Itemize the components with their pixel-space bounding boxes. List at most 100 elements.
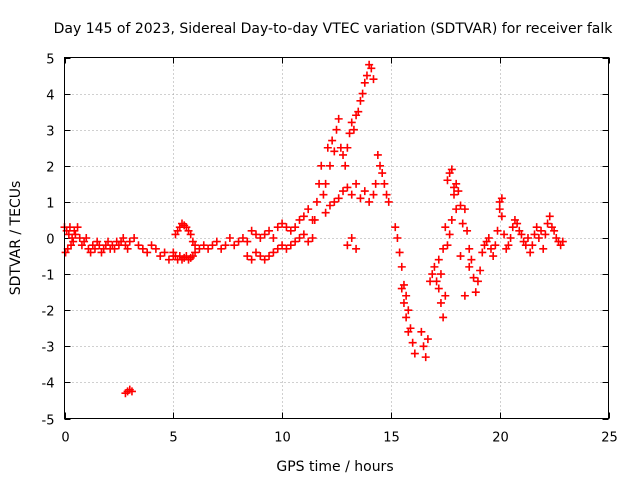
data-point — [402, 313, 411, 322]
y-tick-label: 2 — [46, 161, 54, 176]
data-point — [334, 194, 343, 203]
data-point — [517, 230, 526, 239]
data-point — [123, 244, 132, 253]
data-point — [558, 237, 567, 246]
data-point — [341, 161, 350, 170]
y-axis-label: SDTVAR / TECUs — [8, 181, 24, 296]
data-point — [508, 223, 517, 232]
data-point — [304, 205, 313, 214]
data-points — [60, 60, 567, 398]
data-point — [273, 244, 282, 253]
data-point — [454, 187, 463, 196]
data-point — [397, 284, 406, 293]
data-point — [343, 241, 352, 250]
data-point — [376, 161, 385, 170]
data-point — [395, 248, 404, 257]
data-point — [269, 234, 278, 242]
y-tick-label: 4 — [46, 89, 54, 104]
data-point — [325, 161, 334, 170]
y-tick-label: -5 — [42, 414, 55, 429]
chart-title: Day 145 of 2023, Sidereal Day-to-day VTE… — [54, 21, 614, 37]
data-point — [404, 327, 413, 336]
data-point — [465, 262, 474, 271]
data-point — [247, 255, 256, 264]
data-point — [391, 223, 400, 232]
data-point — [330, 197, 339, 206]
plot-frame — [64, 57, 609, 419]
data-point — [347, 234, 356, 242]
data-point — [439, 244, 448, 253]
data-point — [304, 237, 313, 246]
data-point — [367, 64, 376, 73]
data-point — [380, 179, 389, 188]
data-point — [147, 241, 156, 250]
data-point — [119, 234, 128, 242]
data-point — [352, 244, 361, 253]
data-point — [86, 248, 95, 257]
data-point — [434, 255, 443, 264]
data-point — [360, 187, 369, 196]
y-tick-label: -1 — [42, 269, 55, 284]
data-point — [319, 190, 328, 199]
data-point — [399, 298, 408, 307]
data-point — [156, 252, 165, 261]
data-point — [143, 248, 152, 257]
data-point — [373, 150, 382, 159]
data-point — [358, 89, 367, 98]
data-point — [317, 161, 326, 170]
data-point — [130, 234, 139, 242]
data-point — [419, 342, 428, 351]
data-point — [286, 226, 295, 235]
x-tick-label: 10 — [274, 431, 291, 446]
data-point — [225, 234, 234, 242]
data-point — [221, 241, 230, 250]
x-tick-label: 25 — [601, 431, 618, 446]
data-point — [356, 194, 365, 203]
axis-ticks: 0 5 10 15 20 25 -5 -4 -3 -2 -1 0 1 2 3 4 5 — [42, 53, 618, 446]
data-point — [352, 179, 361, 188]
y-tick-label: 1 — [46, 197, 54, 212]
data-point — [447, 165, 456, 174]
data-point — [310, 215, 319, 224]
data-point — [204, 244, 213, 253]
data-point — [332, 125, 341, 134]
data-point — [408, 338, 417, 347]
data-point — [441, 291, 450, 300]
y-tick-label: 5 — [46, 53, 54, 68]
data-point — [330, 147, 339, 156]
x-axis-label: GPS time / hours — [276, 459, 393, 475]
data-point — [500, 230, 509, 239]
data-point — [349, 125, 358, 134]
data-point — [541, 230, 550, 239]
data-point — [339, 187, 348, 196]
data-point — [384, 197, 393, 206]
data-point — [469, 273, 478, 282]
data-point — [497, 212, 506, 221]
data-point — [539, 244, 548, 253]
data-point — [134, 241, 143, 250]
data-point — [217, 244, 226, 253]
data-point — [273, 223, 282, 232]
data-point — [450, 183, 459, 192]
data-point — [467, 255, 476, 264]
data-point — [484, 234, 493, 242]
x-tick-label: 5 — [169, 431, 177, 446]
data-point — [212, 237, 221, 246]
data-point — [243, 237, 252, 246]
data-point — [321, 179, 330, 188]
data-point — [265, 252, 274, 261]
data-point — [286, 241, 295, 250]
data-point — [260, 255, 269, 264]
data-point — [278, 219, 287, 228]
data-point — [545, 212, 554, 221]
y-tick-label: 0 — [46, 233, 54, 248]
data-point — [278, 241, 287, 250]
data-point — [439, 313, 448, 322]
data-point — [526, 248, 535, 257]
x-tick-label: 0 — [61, 431, 69, 446]
data-point — [295, 215, 304, 224]
data-point — [443, 176, 452, 185]
data-point — [423, 335, 432, 344]
data-point — [347, 190, 356, 199]
